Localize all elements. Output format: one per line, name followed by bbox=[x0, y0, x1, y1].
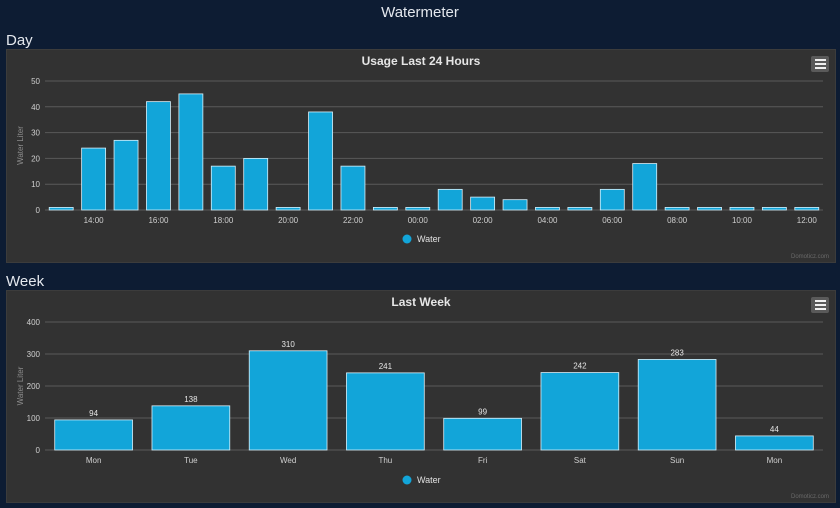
data-label: 44 bbox=[770, 425, 779, 434]
bar[interactable] bbox=[113, 139, 139, 211]
bar[interactable] bbox=[599, 188, 625, 211]
bar[interactable] bbox=[567, 207, 593, 211]
bar[interactable] bbox=[637, 359, 717, 451]
week-chart: Last Week 0 100 200 300 400 Water Liter 94 Mon 13… bbox=[16, 295, 823, 485]
bar[interactable] bbox=[540, 372, 620, 451]
x-tick-label: Mon bbox=[86, 456, 102, 465]
y-tick-label: 40 bbox=[31, 103, 40, 112]
x-tick-label: 08:00 bbox=[667, 216, 688, 225]
y-tick-label: 30 bbox=[31, 129, 40, 138]
x-tick-label: Thu bbox=[378, 456, 392, 465]
y-tick-label: 20 bbox=[31, 154, 40, 163]
bar[interactable] bbox=[81, 147, 107, 211]
chart-title: Last Week bbox=[391, 295, 450, 309]
bar[interactable] bbox=[632, 163, 658, 211]
bar[interactable] bbox=[275, 207, 301, 211]
data-label: 99 bbox=[478, 407, 487, 416]
bar[interactable] bbox=[146, 101, 171, 211]
x-tick-label: Sat bbox=[574, 456, 587, 465]
day-chart: Usage Last 24 Hours 0 10 20 30 40 50 Water Lite… bbox=[16, 54, 823, 244]
chart-title: Usage Last 24 Hours bbox=[362, 54, 481, 68]
y-tick-label: 50 bbox=[31, 77, 40, 86]
week-chart-menu-button[interactable] bbox=[811, 297, 829, 313]
bar[interactable] bbox=[48, 207, 74, 211]
bar[interactable] bbox=[54, 419, 133, 451]
data-label: 283 bbox=[670, 348, 684, 357]
section-label-week: Week bbox=[6, 273, 45, 290]
data-label: 241 bbox=[379, 362, 393, 371]
bar[interactable] bbox=[535, 207, 560, 211]
x-tick-label: 22:00 bbox=[343, 216, 364, 225]
data-label: 242 bbox=[573, 362, 587, 371]
bar[interactable] bbox=[340, 165, 366, 211]
y-tick-label: 0 bbox=[36, 206, 41, 215]
bar[interactable] bbox=[697, 207, 722, 211]
y-axis-label: Water Liter bbox=[16, 366, 25, 405]
data-label: 94 bbox=[89, 409, 98, 418]
bar[interactable] bbox=[243, 158, 269, 211]
bar[interactable] bbox=[178, 93, 204, 211]
x-tick-label: 12:00 bbox=[797, 216, 818, 225]
bar[interactable] bbox=[470, 196, 496, 211]
x-tick-label: 18:00 bbox=[213, 216, 234, 225]
chart-credit: Domoticz.com bbox=[790, 494, 829, 500]
bar[interactable] bbox=[502, 199, 528, 211]
bar[interactable] bbox=[664, 207, 690, 211]
x-tick-label: 14:00 bbox=[84, 216, 105, 225]
chart-credit: Domoticz.com bbox=[790, 254, 829, 260]
bar[interactable] bbox=[248, 350, 328, 451]
bar[interactable] bbox=[308, 111, 333, 211]
day-chart-menu-button[interactable] bbox=[811, 56, 829, 72]
hamburger-menu-icon bbox=[814, 300, 826, 302]
x-tick-label: 02:00 bbox=[473, 216, 494, 225]
y-tick-label: 10 bbox=[31, 180, 40, 189]
y-axis-label: Water Liter bbox=[16, 126, 25, 165]
legend-marker bbox=[402, 234, 412, 244]
bar[interactable] bbox=[437, 188, 463, 211]
x-tick-label: 04:00 bbox=[537, 216, 558, 225]
bar[interactable] bbox=[443, 417, 522, 451]
legend-marker bbox=[402, 475, 412, 485]
x-tick-label: Fri bbox=[478, 456, 488, 465]
data-label: 138 bbox=[184, 395, 198, 404]
x-tick-label: Mon bbox=[767, 456, 783, 465]
y-tick-label: 300 bbox=[27, 350, 41, 359]
section-label-day: Day bbox=[6, 32, 33, 49]
bar[interactable] bbox=[735, 435, 814, 451]
x-tick-label: Tue bbox=[184, 456, 198, 465]
bar[interactable] bbox=[761, 207, 787, 211]
legend[interactable]: Water bbox=[402, 475, 441, 485]
bar[interactable] bbox=[794, 207, 820, 211]
legend[interactable]: Water bbox=[402, 234, 441, 244]
x-tick-label: Wed bbox=[280, 456, 296, 465]
page-title: Watermeter bbox=[381, 4, 459, 21]
bar[interactable] bbox=[729, 207, 755, 211]
y-tick-label: 100 bbox=[27, 414, 41, 423]
x-tick-label: 06:00 bbox=[602, 216, 623, 225]
x-tick-label: 16:00 bbox=[148, 216, 169, 225]
x-tick-label: Sun bbox=[670, 456, 684, 465]
data-label: 310 bbox=[281, 340, 295, 349]
y-tick-label: 200 bbox=[27, 382, 41, 391]
hamburger-menu-icon bbox=[814, 59, 826, 61]
x-tick-label: 20:00 bbox=[278, 216, 299, 225]
legend-label: Water bbox=[417, 475, 441, 485]
bar[interactable] bbox=[372, 207, 398, 211]
x-tick-label: 00:00 bbox=[408, 216, 429, 225]
y-tick-label: 0 bbox=[36, 446, 41, 455]
week-chart-panel: Last Week 0 100 200 300 400 Water Liter 94 Mon 13… bbox=[6, 290, 836, 503]
legend-label: Water bbox=[417, 234, 441, 244]
bar[interactable] bbox=[210, 165, 236, 211]
bar[interactable] bbox=[151, 405, 231, 451]
y-tick-label: 400 bbox=[27, 318, 41, 327]
bar[interactable] bbox=[346, 372, 425, 451]
x-tick-label: 10:00 bbox=[732, 216, 753, 225]
bar[interactable] bbox=[405, 207, 431, 211]
day-chart-panel: Usage Last 24 Hours 0 10 20 30 40 50 Water Lite… bbox=[6, 49, 836, 263]
